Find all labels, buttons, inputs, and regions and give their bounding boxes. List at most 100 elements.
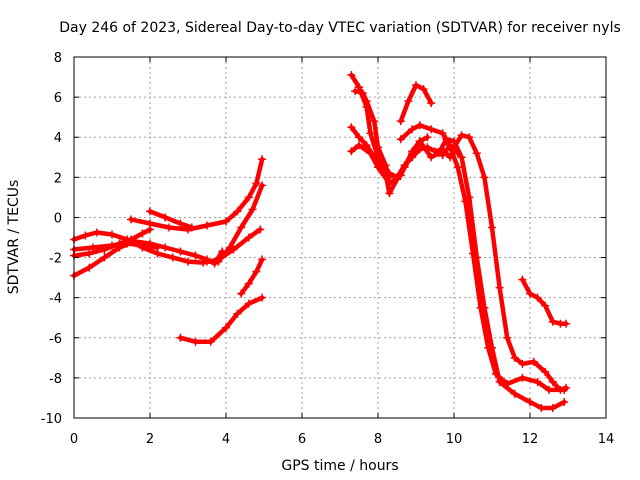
series-line [349,136,567,411]
series-line [520,277,569,326]
data-point [446,141,455,150]
data-point [108,230,116,239]
series-arc-5 [127,155,267,234]
data-point [176,333,185,342]
data-point [457,131,466,140]
data-point [404,97,413,106]
data-point [362,97,371,106]
data-point [108,241,116,250]
data-point [256,225,265,234]
y-tick-label: 4 [54,131,62,146]
data-point [374,163,382,172]
data-point [438,151,447,160]
data-point [138,241,147,250]
data-point [374,143,382,152]
data-point [355,133,363,142]
y-tick-label: 2 [54,171,62,186]
data-point [146,219,154,228]
data-point [533,377,542,386]
data-point [548,403,557,412]
series-line [398,82,434,124]
data-point [146,207,154,216]
data-point [258,181,267,190]
data-point [385,169,394,178]
data-point [358,89,367,98]
data-point [518,275,527,284]
x-tick-label: 6 [298,432,306,447]
data-point [491,369,500,378]
data-point [503,379,512,388]
x-axis-label: GPS time / hours [281,458,398,474]
data-point [408,147,417,156]
series-line [451,132,569,393]
data-point [461,197,470,206]
data-point [127,215,135,224]
data-point [385,189,394,198]
ticks-layer: 0 2 4 6 8 10 12 14 -10 -8 -6 -4 -2 0 2 4 6 8 [41,51,615,447]
data-point [81,231,90,240]
data-point [233,309,242,318]
data-point [510,353,519,362]
data-point [222,323,230,332]
y-tick-label: 0 [54,211,62,226]
series-arc-9 [176,293,267,346]
data-point [168,253,177,262]
data-point [244,193,253,202]
data-point [537,403,546,412]
data-point [548,377,557,386]
data-point [100,253,109,262]
data-point [191,251,200,260]
data-point [85,263,94,272]
data-point [412,81,420,90]
x-tick-label: 14 [598,432,615,447]
data-point [222,217,230,226]
y-tick-label: -10 [41,412,62,427]
data-point [244,233,253,242]
data-point [408,125,417,134]
series-line [128,157,265,232]
data-point [556,385,565,394]
plot-frame [73,56,607,419]
data-point [165,223,173,232]
chart-title: Day 246 of 2023, Sidereal Day-to-day VTE… [59,20,621,36]
data-point [469,249,477,258]
data-point [541,301,550,310]
data-point [206,337,215,346]
data-point [176,247,185,256]
data-point [237,223,246,232]
data-point [457,153,466,162]
data-point [562,319,571,328]
data-point [385,179,394,188]
data-point [465,133,474,142]
data-point [138,229,147,238]
data-point [161,213,170,222]
data-point [548,317,557,326]
data-point [545,385,553,394]
data-point [92,228,101,237]
data-point [396,135,405,144]
series-line [147,209,195,230]
data-point [161,243,170,252]
data-point [533,293,542,302]
data-point [347,71,356,80]
data-point [203,257,211,266]
data-point [225,243,234,252]
x-tick-label: 0 [70,432,78,447]
series-arc-4 [70,239,162,254]
series-arc-7 [203,181,267,266]
data-point [419,85,428,94]
data-point [191,337,200,346]
data-point [476,303,485,312]
data-point [438,129,447,138]
series-arc-18 [438,141,462,160]
data-point [503,333,512,342]
data-point [453,163,462,172]
y-tick-label: -4 [49,292,62,307]
data-point [248,205,257,214]
y-axis-label: SDTVAR / TECUs [6,180,22,295]
y-tick-label: -6 [49,332,62,347]
data-point [472,149,481,158]
data-point [366,129,375,138]
series-arc-17 [518,275,571,328]
